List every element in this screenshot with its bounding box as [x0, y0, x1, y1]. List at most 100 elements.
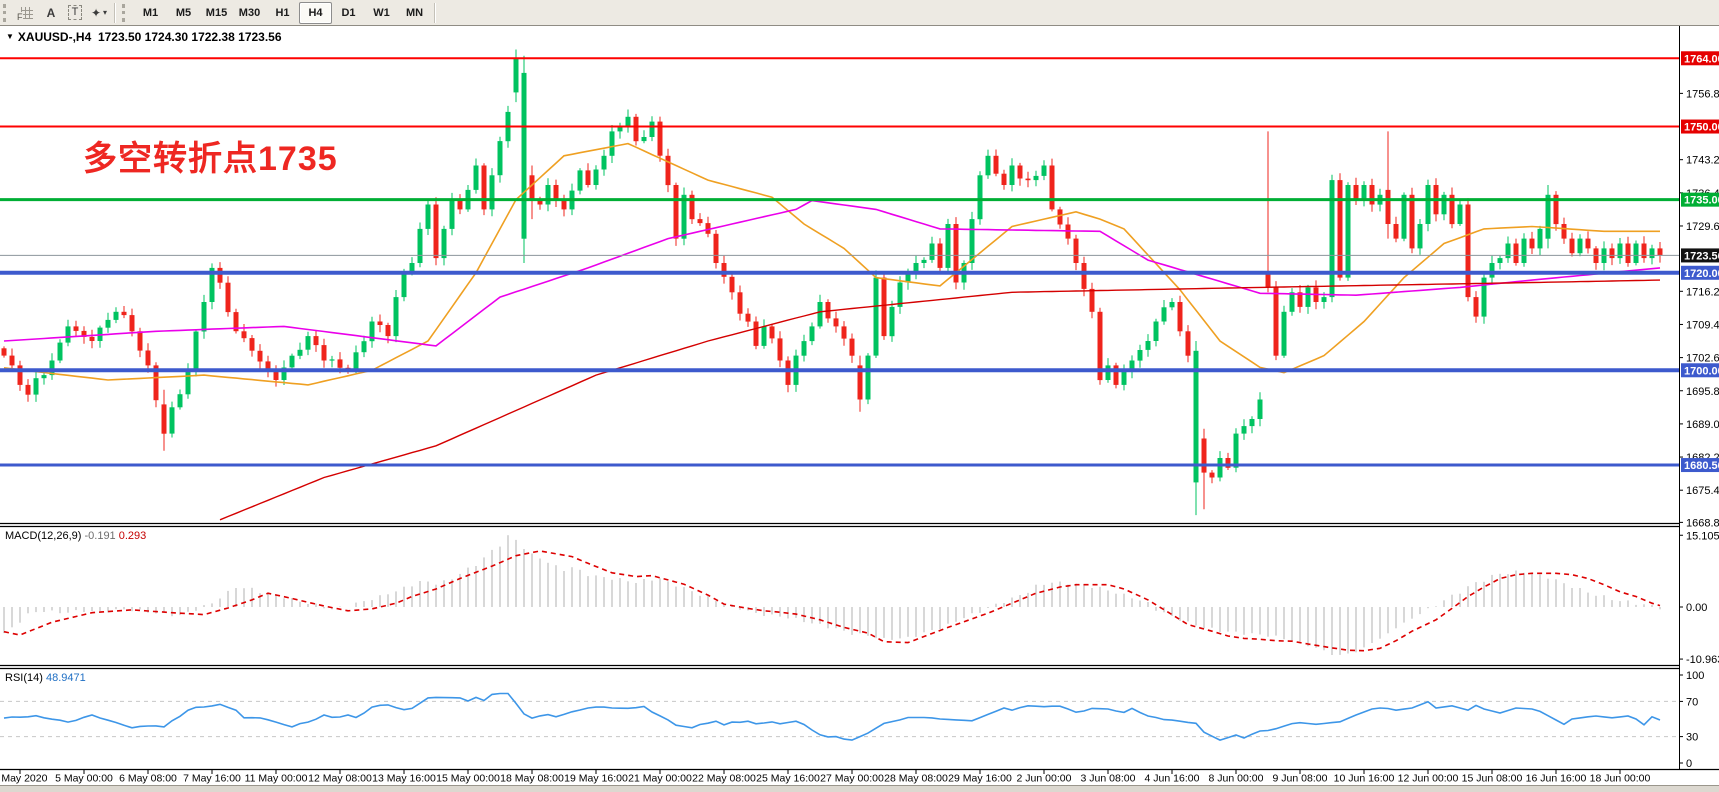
- time-label: 5 May 00:00: [55, 773, 113, 785]
- grid-f-label: F: [17, 12, 23, 22]
- ohlc-low: 1722.38: [191, 30, 235, 44]
- rsi-tick-70: 70: [1686, 696, 1698, 708]
- cursor-arrow-icon[interactable]: A: [46, 5, 56, 20]
- time-label: 28 May 08:00: [884, 773, 948, 785]
- rsi-panel[interactable]: [0, 692, 1679, 741]
- level-1720.00-badge-label: 1720.00: [1684, 268, 1719, 280]
- price-tick-1695.80: 1695.80: [1686, 386, 1719, 398]
- time-label: 2 Jun 00:00: [1017, 773, 1072, 785]
- time-label: 7 May 16:00: [183, 773, 241, 785]
- level-1735.00-badge-label: 1735.00: [1684, 195, 1719, 207]
- price-tick-1743.20: 1743.20: [1686, 155, 1719, 167]
- time-label: 21 May 00:00: [628, 773, 692, 785]
- time-axis[interactable]: 1 May 2020 5 May 00:00 6 May 08:00 7 May 16…: [0, 768, 1719, 785]
- price-tick-1668.80: 1668.80: [1686, 517, 1719, 529]
- timeframe-button-h4[interactable]: H4: [299, 1, 332, 24]
- level-1764.00-badge-label: 1764.00: [1684, 53, 1719, 65]
- timeframe-button-mn[interactable]: MN: [405, 6, 424, 19]
- macd-indicator-label: MACD(12,26,9) -0.191 0.293: [5, 530, 146, 542]
- rsi-tick-30: 30: [1686, 732, 1698, 744]
- ma-mid-magenta: [3, 199, 1661, 347]
- time-label: 16 Jun 16:00: [1526, 773, 1587, 785]
- time-label: 11 May 00:00: [245, 773, 308, 785]
- toolbar-separator: [434, 2, 436, 23]
- price-tick-1702.60: 1702.60: [1686, 353, 1719, 365]
- toolbar-gripper[interactable]: [122, 3, 129, 22]
- current-price-badge: [1681, 248, 1719, 263]
- ohlc-close: 1723.56: [238, 30, 282, 44]
- rsi-name: RSI(14): [5, 672, 43, 684]
- text-label-icon[interactable]: T: [64, 3, 86, 22]
- chart-toolbar: F A T ✦ ▾ M1 M5 M15 M30 H1 H4 D1 W1 MN: [0, 0, 1719, 26]
- current-price-badge-label: 1723.56: [1684, 250, 1719, 262]
- chevron-down-icon: ▾: [103, 8, 108, 17]
- time-label: 25 May 16:00: [756, 773, 820, 785]
- timeframe-button-w1[interactable]: W1: [373, 6, 390, 19]
- time-label: 18 Jun 00:00: [1590, 773, 1651, 785]
- macd-tick-15.105: 15.105: [1686, 530, 1719, 542]
- chart-text-annotation[interactable]: 多空转折点1735: [83, 140, 338, 178]
- price-tick-1716.20: 1716.20: [1686, 286, 1719, 298]
- time-label: 10 Jun 16:00: [1334, 773, 1395, 785]
- level-1750.00-badge: [1681, 119, 1719, 134]
- time-label: 6 May 08:00: [119, 773, 177, 785]
- macd-signal-line: [3, 550, 1661, 652]
- level-1750.00-badge-label: 1750.00: [1684, 122, 1719, 134]
- macd-tick--10.963: -10.963: [1686, 654, 1719, 666]
- time-label: 9 Jun 08:00: [1273, 773, 1328, 785]
- candlestick-series: [1, 49, 1663, 516]
- time-label: 27 May 00:00: [820, 773, 884, 785]
- level-1680.56-badge-label: 1680.56: [1684, 460, 1719, 472]
- toolbar-gripper[interactable]: [3, 3, 10, 22]
- drawing-tools-icon[interactable]: ✦ ▾: [88, 3, 110, 22]
- timeframe-button-m1[interactable]: M1: [142, 6, 159, 19]
- symbol-period-label: XAUUSD-,H4: [17, 30, 92, 44]
- shapes-icon: ✦: [90, 5, 102, 20]
- rsi-tick-0: 0: [1686, 758, 1692, 770]
- time-label: 15 Jun 08:00: [1462, 773, 1523, 785]
- timeframe-button-d1[interactable]: D1: [341, 6, 356, 19]
- chart-canvas[interactable]: 1756.801743.201736.401729.601716.201709.…: [0, 26, 1719, 792]
- ohlc-high: 1724.30: [144, 30, 189, 44]
- time-label: 13 May 16:00: [372, 773, 436, 785]
- rsi-line: [3, 692, 1661, 741]
- chart-title: ▼ XAUUSD-,H4 1723.50 1724.30 1722.38 1723…: [6, 30, 282, 44]
- time-label: 12 Jun 00:00: [1398, 773, 1459, 785]
- macd-panel[interactable]: [3, 535, 1661, 655]
- level-1764.00-badge: [1681, 51, 1719, 66]
- timeframe-button-m15[interactable]: M15: [205, 6, 228, 19]
- level-1735.00-badge: [1681, 192, 1719, 207]
- ma-slow-red: [219, 279, 1661, 521]
- time-label: 12 May 08:00: [308, 773, 372, 785]
- macd-name: MACD(12,26,9): [5, 530, 82, 542]
- rsi-tick-100: 100: [1686, 670, 1704, 682]
- time-label: 4 Jun 16:00: [1145, 773, 1200, 785]
- time-label: 22 May 08:00: [692, 773, 756, 785]
- ma-fast-orange: [3, 142, 1660, 386]
- price-tick-1689.00: 1689.00: [1686, 419, 1719, 431]
- rsi-indicator-label: RSI(14) 48.9471: [5, 672, 86, 684]
- price-tick-1756.80: 1756.80: [1686, 88, 1719, 100]
- timeframe-button-h1[interactable]: H1: [275, 6, 290, 19]
- time-label: 29 May 16:00: [948, 773, 1012, 785]
- time-label: 8 Jun 00:00: [1209, 773, 1264, 785]
- rsi-value: 48.9471: [45, 672, 86, 684]
- timeframe-button-m30[interactable]: M30: [238, 6, 261, 19]
- ohlc-open: 1723.50: [97, 30, 142, 44]
- chart-grid-icon[interactable]: F: [16, 3, 38, 22]
- price-axis[interactable]: 1756.801743.201736.401729.601716.201709.…: [1679, 26, 1719, 770]
- dots-grid-icon: [21, 6, 33, 19]
- time-label: 15 May 00:00: [436, 773, 500, 785]
- main-price-panel[interactable]: [0, 49, 1679, 521]
- time-label: 1 May 2020: [0, 773, 48, 785]
- level-1720.00-badge: [1681, 265, 1719, 280]
- timeframe-button-m5[interactable]: M5: [175, 6, 192, 19]
- level-1680.56-badge: [1681, 458, 1719, 473]
- collapse-triangle-icon[interactable]: ▼: [6, 32, 14, 41]
- macd-tick-0.00: 0.00: [1686, 602, 1707, 614]
- time-label: 19 May 16:00: [564, 773, 628, 785]
- bottom-status-strip: [0, 786, 1719, 792]
- price-tick-1709.40: 1709.40: [1686, 319, 1719, 331]
- timeframe-button-group: M1 M5 M15 M30 H1 H4 D1 W1 MN: [134, 1, 431, 24]
- time-label: 18 May 08:00: [500, 773, 564, 785]
